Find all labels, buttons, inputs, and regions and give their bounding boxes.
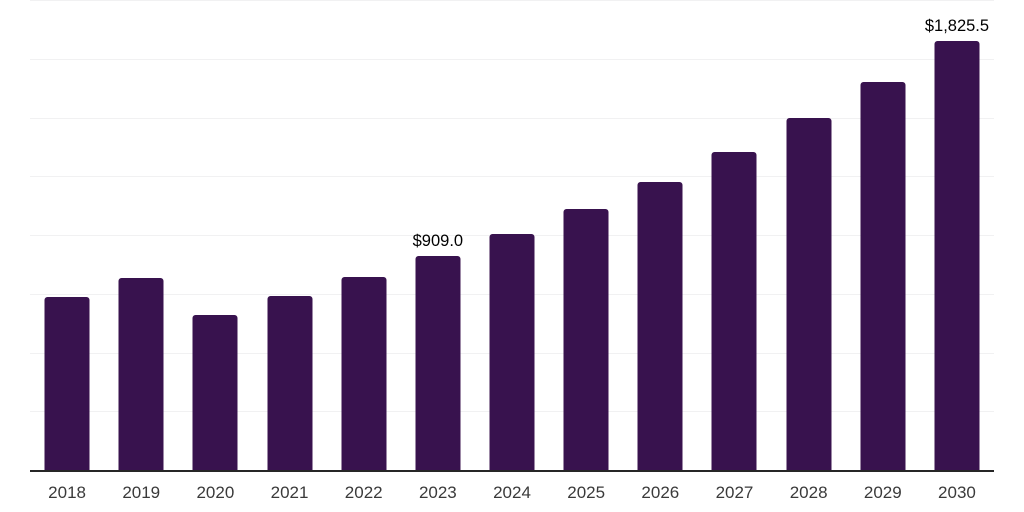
bar-2019	[118, 278, 164, 470]
bar-value-label: $1,825.5	[924, 16, 990, 35]
x-tick-label-2018: 2018	[48, 483, 86, 502]
x-tick-label-2020: 2020	[196, 483, 235, 502]
bar-2018	[44, 297, 90, 470]
bar-slot	[475, 0, 549, 470]
bar-slot: $909.0	[401, 0, 475, 470]
bar-2020	[192, 314, 238, 470]
gridline	[30, 58, 994, 60]
x-tick-label-2027: 2027	[715, 483, 754, 502]
plot-area: $909.0 $1,825.5	[30, 0, 994, 472]
bar-slot	[697, 0, 771, 470]
gridline	[30, 0, 994, 1]
bar-value-label: $909.0	[412, 232, 464, 251]
gridline	[30, 117, 994, 119]
x-tick-label-2029: 2029	[863, 483, 902, 502]
bar-slot	[549, 0, 623, 470]
x-axis-line	[30, 470, 994, 472]
bars-row: $909.0 $1,825.5	[30, 0, 994, 470]
x-tick-label-2022: 2022	[344, 483, 383, 502]
x-tick-label-2021: 2021	[270, 483, 309, 502]
bar-2021	[267, 295, 313, 470]
bar-2022	[341, 277, 387, 470]
bar-slot	[30, 0, 104, 470]
bar-slot	[104, 0, 178, 470]
bar-2026	[637, 181, 683, 470]
bar-2023	[415, 256, 461, 470]
gridline	[30, 176, 994, 178]
bar-slot	[623, 0, 697, 470]
bar-2025	[563, 209, 609, 470]
x-tick-label-2026: 2026	[641, 483, 680, 502]
x-axis-tick-labels: 2018 2019 2020 2021 2022 2023 2024 2025 2026 2027…	[30, 483, 994, 503]
bar-slot: $1,825.5	[920, 0, 994, 470]
x-tick-label-2028: 2028	[789, 483, 828, 502]
x-tick-label-2030: 2030	[938, 483, 976, 502]
bar-2030	[934, 41, 980, 470]
x-tick-label-2025: 2025	[567, 483, 606, 502]
bar-slot	[772, 0, 846, 470]
x-tick-label-2019: 2019	[122, 483, 161, 502]
bar-slot	[327, 0, 401, 470]
bar-2027	[711, 151, 757, 470]
bar-slot	[178, 0, 252, 470]
bar-2028	[786, 118, 832, 470]
x-tick-label-2024: 2024	[493, 483, 531, 502]
bar-2029	[860, 81, 906, 470]
x-tick-label-2023: 2023	[418, 483, 457, 502]
bar-2024	[489, 234, 535, 470]
bar-slot	[252, 0, 326, 470]
bar-slot	[846, 0, 920, 470]
